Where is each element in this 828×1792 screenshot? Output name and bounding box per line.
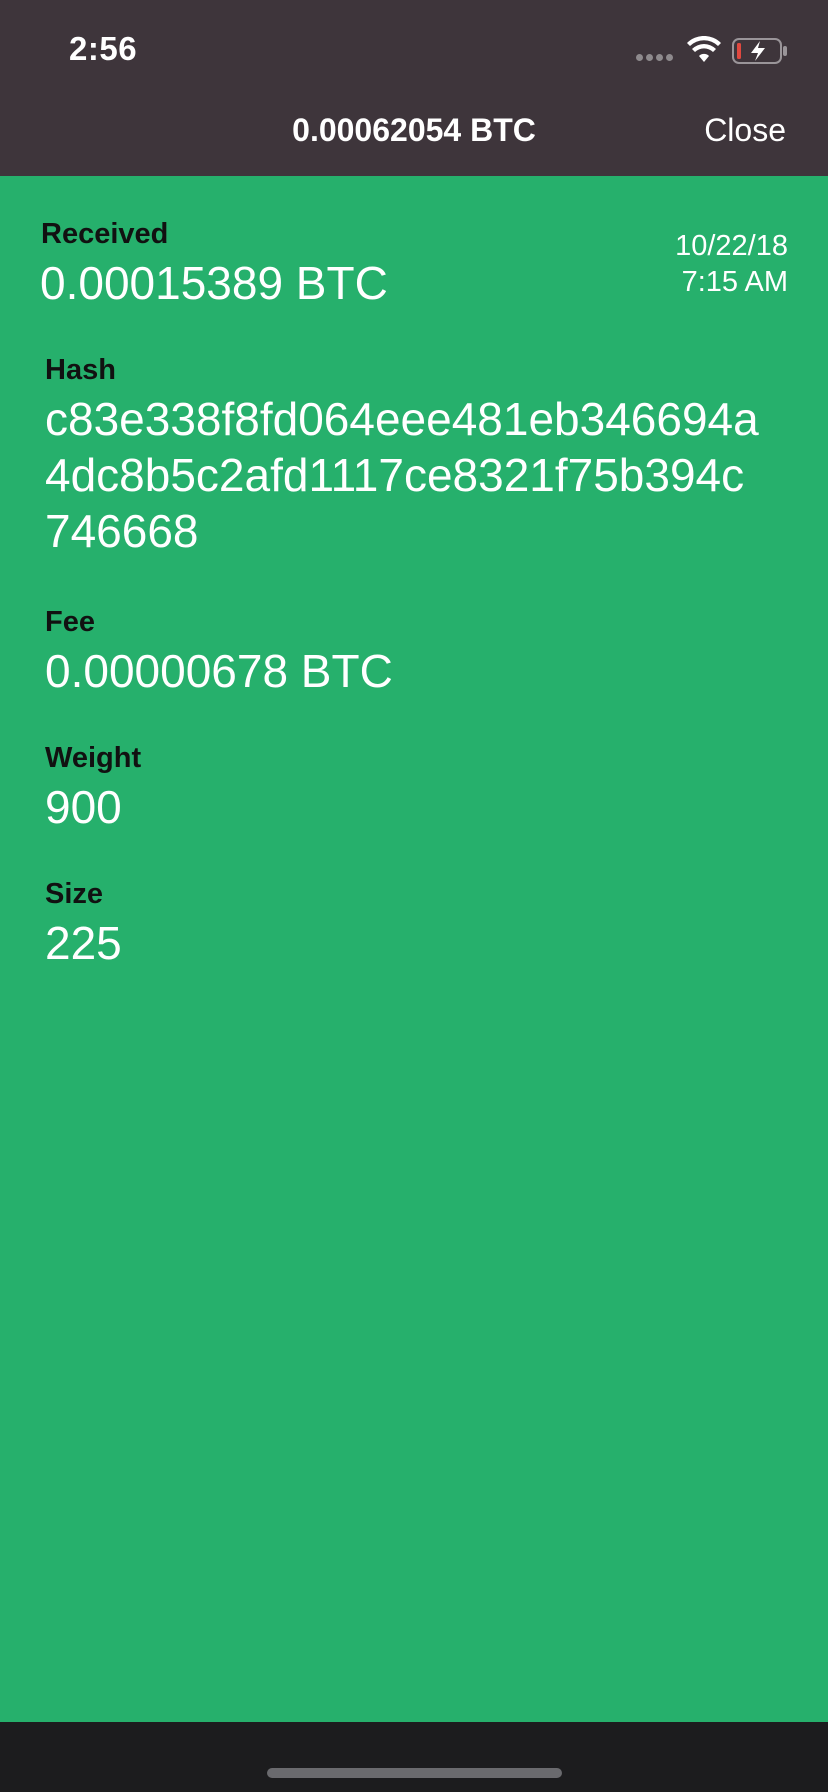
size-field: Size 225 xyxy=(45,878,122,971)
hash-label: Hash xyxy=(45,354,116,386)
direction-label: Received xyxy=(41,218,169,250)
status-time: 2:56 xyxy=(69,30,138,67)
cellular-signal-icon xyxy=(636,54,676,62)
fee-value: 0.00000678 BTC xyxy=(45,645,393,697)
weight-label: Weight xyxy=(45,742,142,774)
weight-field: Weight 900 xyxy=(45,742,141,835)
size-value: 225 xyxy=(45,917,122,969)
nav-title: 0.00062054 BTC xyxy=(292,112,536,148)
transaction-details: Received 0.00015389 BTC 10/22/18 7:15 AM… xyxy=(0,176,828,1722)
close-button[interactable]: Close xyxy=(704,112,786,148)
bottom-bar xyxy=(0,1722,828,1792)
transaction-datetime: 10/22/18 7:15 AM xyxy=(675,228,788,300)
wifi-icon xyxy=(687,36,721,62)
hash-value: c83e338f8fd064eee481eb346694a4dc8b5c2afd… xyxy=(45,393,759,557)
size-label: Size xyxy=(45,878,104,910)
transaction-amount: 0.00015389 BTC xyxy=(40,257,388,309)
battery-charging-icon xyxy=(732,38,787,64)
weight-value: 900 xyxy=(45,781,122,833)
transaction-date: 10/22/18 xyxy=(675,230,788,262)
fee-field: Fee 0.00000678 BTC xyxy=(45,606,393,699)
hash-field: Hash c83e338f8fd064eee481eb346694a4dc8b5… xyxy=(45,354,765,559)
home-indicator[interactable] xyxy=(267,1768,562,1778)
transaction-time: 7:15 AM xyxy=(681,266,788,298)
status-icons xyxy=(636,36,796,66)
fee-label: Fee xyxy=(45,606,95,638)
top-bar: 2:56 0.00062054 BTC Close xyxy=(0,0,828,176)
